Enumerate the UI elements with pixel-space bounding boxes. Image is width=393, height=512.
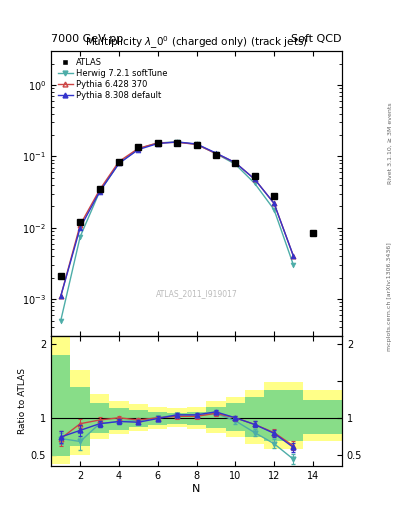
Text: Soft QCD: Soft QCD bbox=[292, 33, 342, 44]
Text: 7000 GeV pp: 7000 GeV pp bbox=[51, 33, 123, 44]
Y-axis label: Ratio to ATLAS: Ratio to ATLAS bbox=[18, 368, 27, 434]
Title: Multiplicity $\lambda\_0^0$ (charged only) (track jets): Multiplicity $\lambda\_0^0$ (charged onl… bbox=[85, 35, 308, 51]
Text: mcplots.cern.ch [arXiv:1306.3436]: mcplots.cern.ch [arXiv:1306.3436] bbox=[387, 243, 392, 351]
X-axis label: N: N bbox=[192, 483, 201, 494]
Legend: ATLAS, Herwig 7.2.1 softTune, Pythia 6.428 370, Pythia 8.308 default: ATLAS, Herwig 7.2.1 softTune, Pythia 6.4… bbox=[55, 55, 170, 102]
Text: ATLAS_2011_I919017: ATLAS_2011_I919017 bbox=[156, 289, 237, 298]
Text: Rivet 3.1.10, ≥ 3M events: Rivet 3.1.10, ≥ 3M events bbox=[387, 102, 392, 184]
